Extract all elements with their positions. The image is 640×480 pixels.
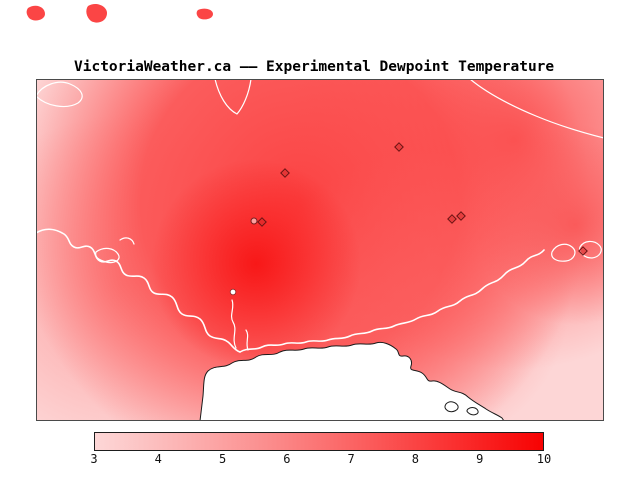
colorbar-tick: 3 <box>90 452 98 466</box>
station-marker <box>578 246 588 256</box>
station-marker <box>456 211 466 221</box>
stations-group <box>257 142 588 256</box>
station-marker <box>394 142 404 152</box>
colorbar-tick: 8 <box>411 452 420 466</box>
colorbar-ticks: 3 4 5 6 7 8 9 10 <box>0 452 640 466</box>
station-marker <box>257 217 267 227</box>
coastlines <box>36 79 604 353</box>
units-label: °C <box>268 478 281 480</box>
colorbar-caption: °C 2026/04/21 00:00 <box>94 465 544 480</box>
colorbar-tick: 4 <box>154 452 162 466</box>
timestamp-label: 2026/04/21 00:00 <box>291 478 397 480</box>
top-map-fragments <box>26 3 213 23</box>
colorbar-tick: 6 <box>283 452 291 466</box>
small-lake <box>229 288 237 296</box>
station-ring <box>250 217 258 225</box>
colorbar-tick: 10 <box>536 452 552 466</box>
colorbar-tick: 9 <box>476 452 484 466</box>
station-marker <box>280 168 290 178</box>
station-marker <box>447 214 457 224</box>
nodata-region <box>199 341 505 421</box>
colorbar <box>94 432 544 451</box>
colorbar-tick: 7 <box>347 452 355 466</box>
colorbar-tick: 5 <box>218 452 227 466</box>
page-title: VictoriaWeather.ca —— Experimental Dewpo… <box>74 59 555 75</box>
plot-frame <box>36 79 604 421</box>
